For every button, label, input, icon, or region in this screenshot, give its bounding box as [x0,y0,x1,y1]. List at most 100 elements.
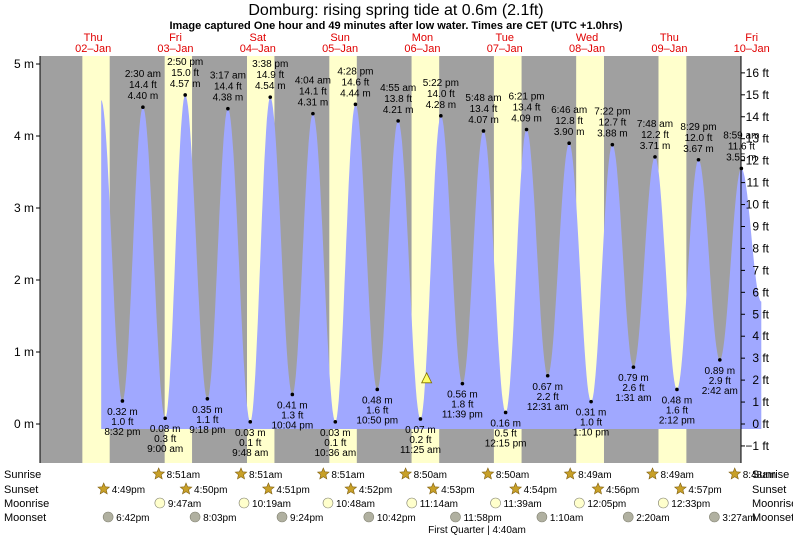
moonrise-moon-icon-2 [322,497,334,509]
right-tick-label-7: 6 ft [752,285,769,299]
tide-label-line: 0.48 m [662,395,693,406]
tide-label-line: 1.1 ft [196,415,218,426]
moonrise-moon-icon-1 [238,497,250,509]
day-name-1: Fri [169,32,182,44]
moonset-moon-icon-2 [276,511,288,523]
tide-label-line: 15.0 ft [171,68,199,79]
tide-label-line: 0.03 m [235,428,266,439]
right-tick-label-6: 5 ft [752,307,769,321]
moonrise-label-right: Moonrise [752,498,793,510]
low-tide-label-22: 0.31 m 1.0 ft 1:10 pm [573,408,609,439]
tide-label-line: 1:31 am [615,393,651,404]
tide-point-1 [141,105,145,109]
sunset-sun-icon-0 [97,482,111,495]
low-tide-label-14: 0.07 m 0.2 ft 11:25 am [400,425,441,456]
high-tide-label-17: 5:48 am 13.4 ft 4.07 m [465,93,501,126]
day-date-6: 08–Jan [569,43,605,55]
right-tick-label-8: 7 ft [752,263,769,277]
day-header: Thu02–JanFri03–JanSat04–JanSun05–JanMon0… [75,32,770,55]
tide-label-line: 8:59 am [723,130,759,141]
sunset-sun-icon-1 [179,482,193,495]
low-tide-label-2: 0.08 m 0.3 ft 9:00 am [147,424,183,455]
tide-label-line: 4.21 m [383,105,414,116]
tide-point-22 [589,399,593,404]
right-tick-label-3: 2 ft [752,373,769,387]
low-tide-label-8: 0.41 m 1.3 ft 10:04 pm [271,400,313,431]
day-date-4: 06–Jan [404,43,440,55]
high-tide-label-3: 2:50 pm 15.0 ft 4.57 m [167,57,203,90]
sunset-time-4: 4:53pm [441,485,474,496]
tide-label-line: 3.88 m [597,129,628,140]
tide-label-line: 14.0 ft [427,89,455,100]
left-tick-label-4: 4 m [14,129,34,143]
moonrise-time-1: 10:19am [252,499,291,510]
tide-point-23 [610,142,615,147]
tide-label-line: 10:50 pm [356,415,398,426]
tide-label-line: 0.32 m [107,407,138,418]
right-tick-label-16: 15 ft [746,88,770,102]
tide-label-line: 4.44 m [340,88,371,99]
tide-label-line: 6:21 pm [508,92,544,103]
moonset-time-1: 8:03pm [203,513,236,524]
sunrise-time-0: 8:51am [167,470,200,481]
right-tick-label-14: 13 ft [746,132,770,146]
tide-label-line: 12:15 pm [485,438,527,449]
tide-label-line: 12:31 am [527,402,569,413]
tide-label-line: 4.28 m [426,100,457,111]
tide-label-line: 7:22 pm [594,107,630,118]
low-tide-label-0: 0.32 m 1.0 ft 8:32 pm [104,407,140,438]
moonrise-time-4: 11:39am [504,499,542,510]
moonrise-moon-icon-0 [154,497,166,509]
tide-point-19 [524,127,529,132]
moonset-time-6: 2:20am [636,513,669,524]
tide-label-line: 0.1 ft [239,438,261,449]
moonset-time-0: 6:42pm [116,513,149,524]
tide-label-line: 8:29 pm [680,122,716,133]
tide-label-line: 0.16 m [490,418,521,429]
right-tick-label-2: 1 ft [752,395,769,409]
tide-point-17 [481,129,486,133]
left-tick-label-5: 5 m [14,57,34,71]
tide-point-18 [503,410,508,415]
high-tide-label-13: 4:55 am 13.8 ft 4.21 m [380,83,416,116]
tide-label-line: 3.90 m [554,127,585,138]
low-tide-label-4: 0.35 m 1.1 ft 9:18 pm [189,405,225,436]
moonset-label-right: Moonset [752,512,793,524]
row-labels: Sunrise Sunset Moonrise Moonset Sunrise … [4,469,793,524]
tide-point-3 [183,93,187,97]
sunset-time-0: 4:49pm [112,485,145,496]
tide-label-line: 4.57 m [170,79,201,90]
high-tide-label-27: 8:29 pm 12.0 ft 3.67 m [680,122,716,155]
tide-label-line: 1:10 pm [573,428,609,439]
tide-label-line: 9:18 pm [189,425,225,436]
moonrise-time-6: 12:33pm [671,499,710,510]
sunrise-sun-icon-5 [563,467,577,480]
tide-label-line: 1.3 ft [281,410,303,421]
sunrise-time-6: 8:49am [660,470,693,481]
low-tide-label-16: 0.56 m 1.8 ft 11:39 pm [442,390,483,421]
tide-label-line: 1.6 ft [666,405,688,416]
tide-label-line: 4:28 pm [337,66,373,77]
sunrise-sun-icon-6 [646,467,659,480]
sunset-time-6: 4:56pm [606,485,639,496]
left-tick-label-2: 2 m [14,273,34,287]
high-tide-label-1: 2:30 am 14.4 ft 4.40 m [125,69,161,102]
tide-label-line: 0.31 m [576,408,607,419]
sunrise-time-4: 8:50am [496,470,529,481]
tide-point-10 [333,420,338,424]
day-date-0: 02–Jan [75,43,111,55]
tide-label-line: 3:38 pm [252,59,288,70]
tide-label-line: 4:04 am [295,76,331,87]
low-tide-label-20: 0.67 m 2.2 ft 12:31 am [527,382,569,413]
tide-label-line: 11:25 am [400,445,441,456]
right-tick-label-9: 8 ft [752,241,769,255]
sunset-time-2: 4:51pm [276,485,309,496]
tide-label-line: 0.5 ft [494,428,516,439]
moonrise-time-5: 12:05pm [587,499,626,510]
sunrise-time-2: 8:51am [331,470,364,481]
sunrise-label-left: Sunrise [4,469,41,481]
sunset-time-3: 4:52pm [359,485,392,496]
tide-label-line: 2:30 am [125,69,161,80]
tide-label-line: 0.3 ft [154,434,176,445]
tide-label-line: 12.2 ft [641,130,669,141]
